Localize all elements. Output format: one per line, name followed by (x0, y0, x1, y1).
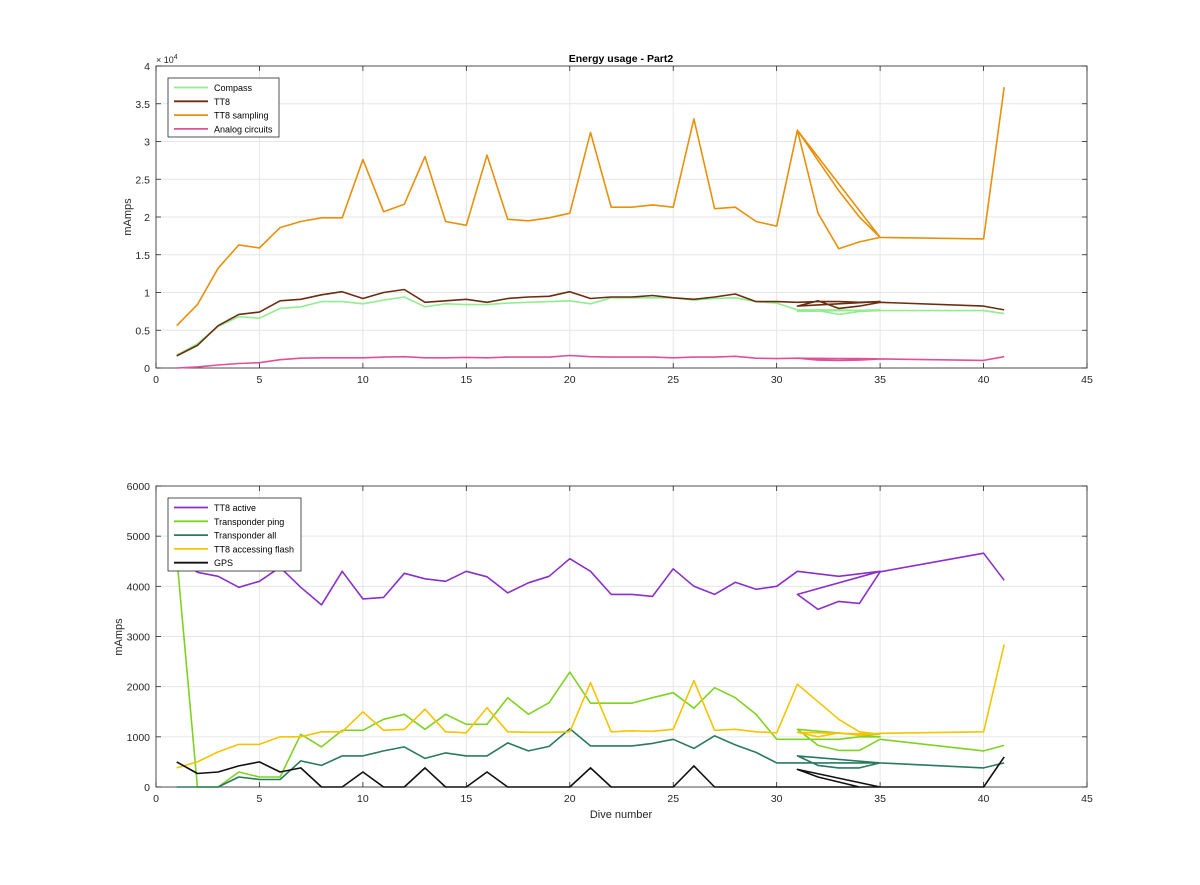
series-line-tt8-active (176, 552, 1005, 611)
y-tick-label: 6000 (127, 481, 151, 493)
y-tick-label: 3000 (127, 632, 151, 644)
series-line-analog-circuits (176, 354, 1005, 369)
x-tick-label: 35 (874, 793, 886, 805)
top-chart-y-axis-label: mAmps (122, 198, 134, 236)
x-tick-label: 5 (257, 793, 263, 805)
x-tick-label: 0 (153, 793, 159, 805)
x-tick-label: 45 (1081, 374, 1093, 386)
y-tick-label: 2 (144, 212, 150, 224)
y-tick-label: 1.5 (135, 250, 150, 262)
svg-text:× 104: × 104 (156, 54, 178, 65)
x-tick-label: 15 (460, 374, 472, 386)
x-tick-label: 40 (978, 374, 990, 386)
series-line-transponder-all (176, 727, 1005, 788)
x-tick-label: 5 (257, 374, 263, 386)
x-tick-label: 20 (564, 793, 576, 805)
y-tick-label: 0 (144, 782, 150, 794)
x-tick-label: 10 (357, 793, 369, 805)
y-tick-label: 4000 (127, 581, 151, 593)
y-tick-label: 1 (144, 288, 150, 300)
series-line-gps (176, 756, 1005, 788)
bottom-chart-y-axis-label: mAmps (113, 618, 125, 656)
bottom-chart: Dive number mAmps 0 5 10 15 20 25 30 35 40 45 0 100… (113, 481, 1093, 821)
exponent-power: 4 (174, 54, 178, 61)
x-tick-label: 30 (771, 374, 783, 386)
legend: Compass TT8 TT8 sampling Analog circuits (167, 77, 280, 138)
legend-label: TT8 sampling (214, 111, 269, 121)
series-line-tt8-accessing-flash (176, 644, 1005, 769)
x-tick-label: 10 (357, 374, 369, 386)
x-tick-label: 45 (1081, 793, 1093, 805)
y-tick-label: 0 (144, 363, 150, 375)
bottom-chart-x-axis-label: Dive number (590, 809, 653, 821)
legend-label: Transponder all (214, 531, 276, 541)
series-line-tt8 (176, 288, 1005, 357)
y-tick-label: 4 (144, 61, 150, 73)
legend: TT8 active Transponder ping Transponder al… (167, 497, 302, 572)
x-tick-label: 15 (460, 793, 472, 805)
x-tick-label: 30 (771, 793, 783, 805)
y-tick-label: 2000 (127, 682, 151, 694)
legend-label: TT8 (214, 97, 230, 107)
x-tick-label: 40 (978, 793, 990, 805)
x-tick-label: 0 (153, 374, 159, 386)
y-tick-label: 3.5 (135, 99, 150, 111)
series-line-tt8-sampling (176, 86, 1005, 327)
legend-label: TT8 active (214, 503, 256, 513)
legend-label: Compass (214, 83, 253, 93)
legend-label: Analog circuits (214, 124, 273, 134)
y-tick-label: 5000 (127, 531, 151, 543)
x-tick-label: 25 (667, 374, 679, 386)
top-chart: Energy usage - Part2 mAmps × 104 0 5 10 15 2… (122, 53, 1093, 386)
legend-label: TT8 accessing flash (214, 544, 294, 554)
x-tick-label: 35 (874, 374, 886, 386)
y-tick-label: 2.5 (135, 174, 150, 186)
series-line-transponder-ping (175, 556, 1005, 788)
top-chart-title: Energy usage - Part2 (569, 53, 674, 65)
x-tick-label: 25 (667, 793, 679, 805)
y-tick-label: 3 (144, 137, 150, 149)
legend-label: Transponder ping (214, 517, 284, 527)
x-tick-label: 20 (564, 374, 576, 386)
y-tick-label: 1000 (127, 732, 151, 744)
legend-label: GPS (214, 558, 233, 568)
exponent-base: × 10 (156, 55, 174, 65)
y-tick-label: 0.5 (135, 325, 150, 337)
series-line-compass (176, 296, 1005, 356)
top-chart-y-exponent: × 104 (156, 54, 178, 65)
